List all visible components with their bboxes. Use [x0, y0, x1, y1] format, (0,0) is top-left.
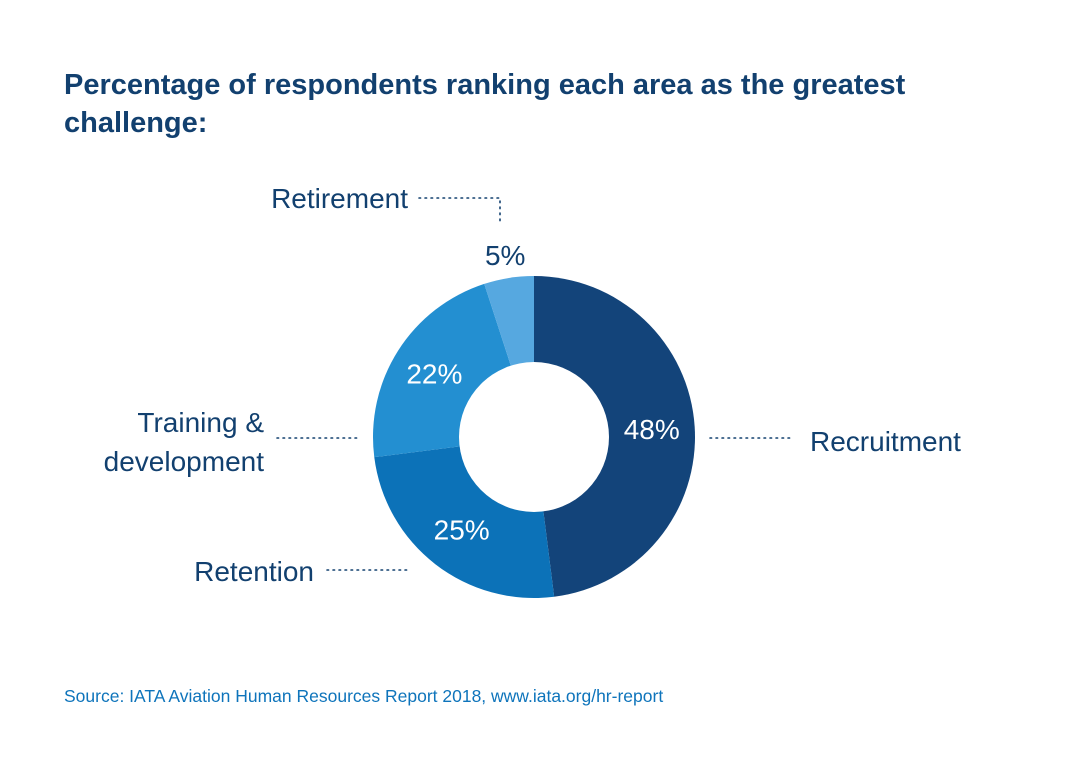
source-note: Source: IATA Aviation Human Resources Re…	[64, 686, 664, 706]
category-label-training-development: Training & development	[104, 407, 265, 477]
value-label-retention: 25%	[434, 515, 490, 546]
category-label-retention: Retention	[194, 556, 314, 587]
chart-title: Percentage of respondents ranking each a…	[64, 69, 906, 139]
value-label-training-development: 22%	[406, 358, 462, 389]
category-label-line: Recruitment	[810, 426, 961, 457]
slice-recruitment	[534, 276, 696, 597]
category-label-line: development	[104, 446, 265, 477]
category-label-line: Retention	[194, 556, 314, 587]
category-label-line: Training &	[137, 407, 264, 438]
category-label-recruitment: Recruitment	[810, 426, 961, 457]
donut-hole	[459, 362, 609, 512]
value-label-retirement: 5%	[485, 240, 525, 271]
category-labels: Recruitment Retention Training & developmen…	[104, 183, 962, 587]
leader-line-retirement	[418, 197, 501, 223]
leader-lines	[276, 197, 794, 571]
category-label-retirement: Retirement	[271, 183, 408, 214]
category-label-line: Retirement	[271, 183, 408, 214]
value-label-recruitment: 48%	[624, 414, 680, 445]
value-labels: 48% 25% 22% 5%	[406, 240, 679, 546]
